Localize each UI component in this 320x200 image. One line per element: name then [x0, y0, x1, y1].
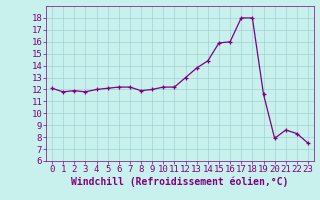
- X-axis label: Windchill (Refroidissement éolien,°C): Windchill (Refroidissement éolien,°C): [71, 177, 289, 187]
